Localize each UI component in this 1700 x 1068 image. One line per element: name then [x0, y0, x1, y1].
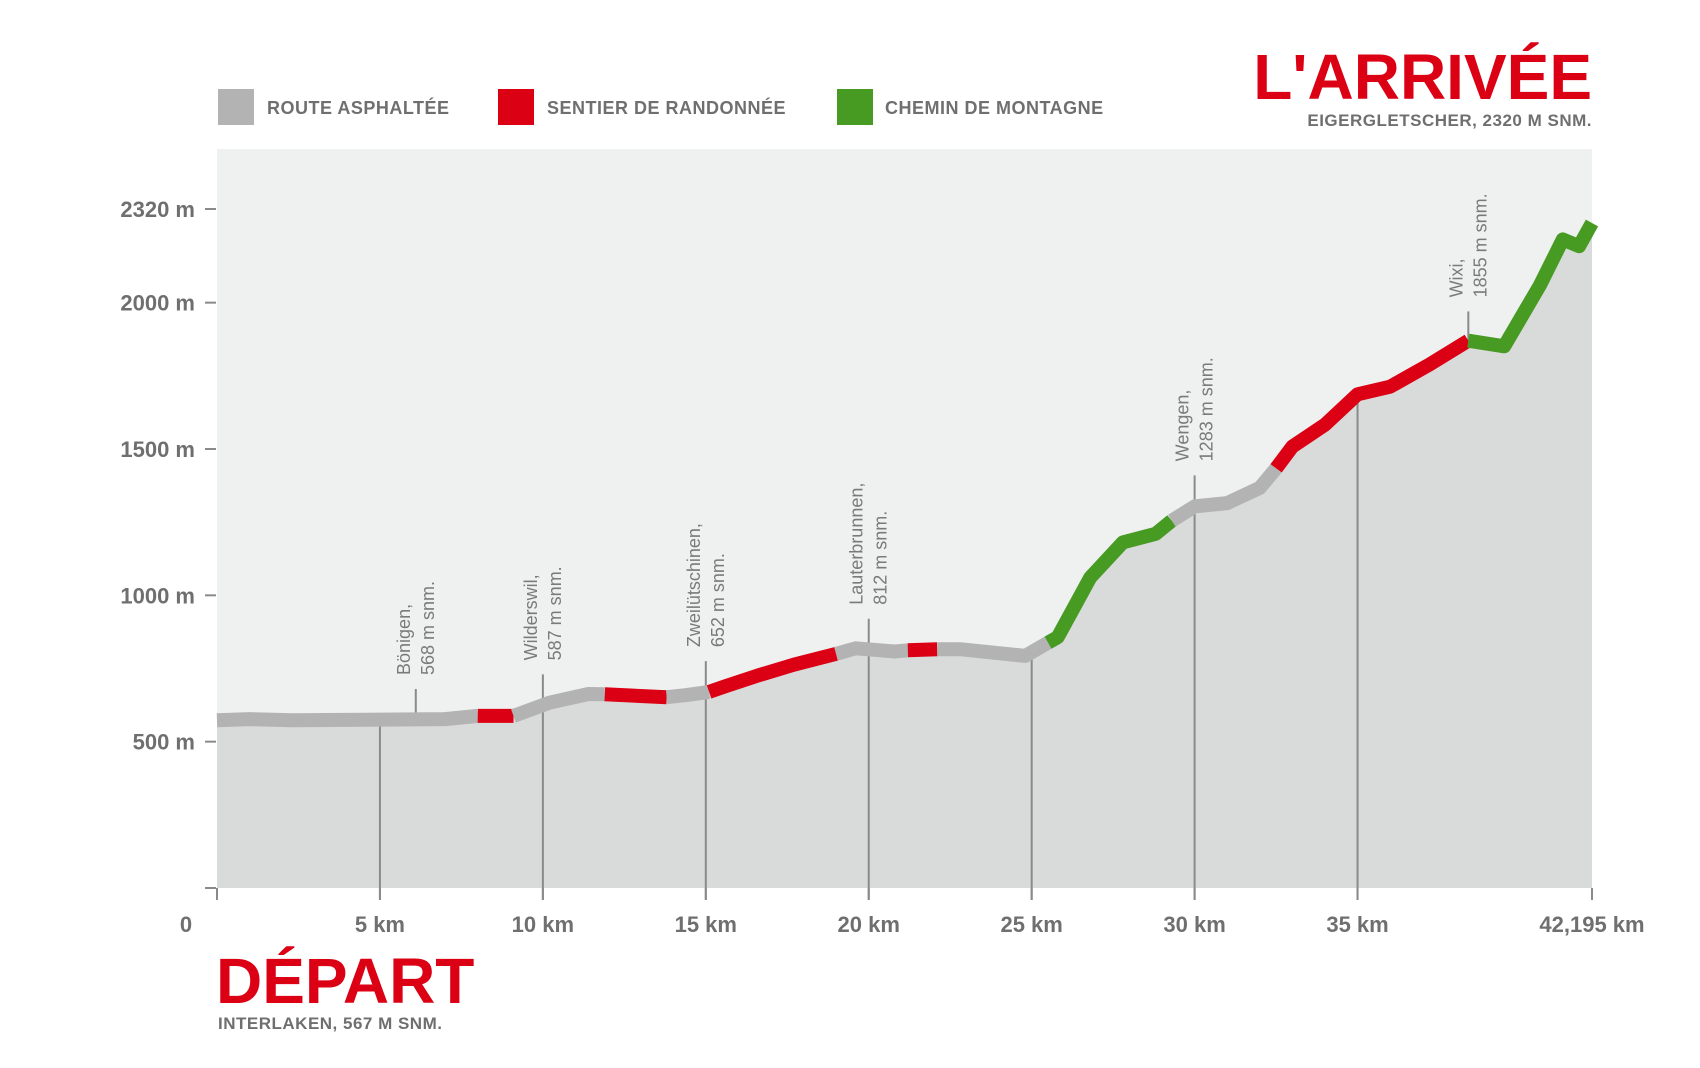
route-segment-road: [1168, 463, 1282, 527]
x-tick-label: 0: [180, 912, 192, 937]
y-tick-label: 1000 m: [120, 583, 195, 608]
legend-label-road: ROUTE ASPHALTÉE: [267, 97, 450, 118]
legend-label-mountain: CHEMIN DE MONTAGNE: [885, 98, 1104, 118]
place-name: Bönigen,: [394, 604, 414, 675]
place-elevation: 568 m snm.: [418, 581, 438, 675]
x-tick-label: 20 km: [838, 912, 900, 937]
x-tick-label: 15 km: [675, 912, 737, 937]
place-annotation: Bönigen, 568 m snm.: [394, 581, 438, 675]
route-segment-road: [511, 687, 605, 723]
y-tick-label: 2320 m: [120, 197, 195, 222]
y-tick-label: 2000 m: [120, 291, 195, 316]
place-elevation: 812 m snm.: [871, 511, 891, 605]
elevation-area: [217, 223, 1592, 888]
route-segment-trail: [1270, 334, 1472, 473]
y-tick-label: 500 m: [133, 730, 195, 755]
legend: ROUTE ASPHALTÉE SENTIER DE RANDONNÉE CHE…: [218, 89, 1104, 125]
route-segment-mountain: [1467, 219, 1599, 354]
x-tick-label: 10 km: [512, 912, 574, 937]
place-annotation: Wilderswil, 587 m snm.: [521, 566, 565, 660]
finish-title: L'ARRIVÉE: [1253, 41, 1592, 113]
place-annotation: Zweilütschinen, 652 m snm.: [684, 523, 728, 647]
route-segment-trail: [706, 647, 838, 699]
legend-swatch-mountain: [837, 89, 873, 125]
x-tick-label: 5 km: [355, 912, 405, 937]
place-annotation: Lauterbrunnen, 812 m snm.: [847, 483, 891, 605]
x-tick-label: 25 km: [1000, 912, 1062, 937]
place-name: Wengen,: [1173, 390, 1193, 462]
route-segment-trail: [604, 687, 668, 705]
place-elevation: 1283 m snm.: [1197, 357, 1217, 461]
legend-label-trail: SENTIER DE RANDONNÉE: [547, 97, 786, 118]
place-annotation: Wengen, 1283 m snm.: [1173, 357, 1217, 461]
legend-swatch-trail: [498, 89, 534, 125]
x-tick-label: 35 km: [1326, 912, 1388, 937]
place-elevation: 587 m snm.: [545, 566, 565, 660]
route-segment-road: [834, 641, 909, 661]
x-tick-label: 42,195 km: [1539, 912, 1644, 937]
route-segment-road: [937, 636, 1052, 663]
place-elevation: 1855 m snm.: [1470, 193, 1490, 297]
place-name: Wixi,: [1446, 258, 1466, 297]
place-elevation: 652 m snm.: [708, 553, 728, 647]
x-tick-label: 30 km: [1163, 912, 1225, 937]
route-segment-mountain: [1044, 515, 1177, 649]
y-tick-label: 1500 m: [120, 437, 195, 462]
finish-subtitle: EIGERGLETSCHER, 2320 M SNM.: [1307, 111, 1592, 130]
route-segment-road: [665, 684, 711, 705]
start-title: DÉPART: [216, 945, 474, 1017]
place-name: Lauterbrunnen,: [847, 483, 867, 605]
legend-swatch-road: [218, 89, 254, 125]
start-subtitle: INTERLAKEN, 567 M SNM.: [218, 1014, 442, 1033]
route-segment-road: [216, 708, 479, 728]
route-segment-trail: [907, 642, 938, 658]
place-name: Zweilütschinen,: [684, 523, 704, 647]
place-annotation: Wixi, 1855 m snm.: [1446, 193, 1490, 297]
place-name: Wilderswil,: [521, 574, 541, 660]
